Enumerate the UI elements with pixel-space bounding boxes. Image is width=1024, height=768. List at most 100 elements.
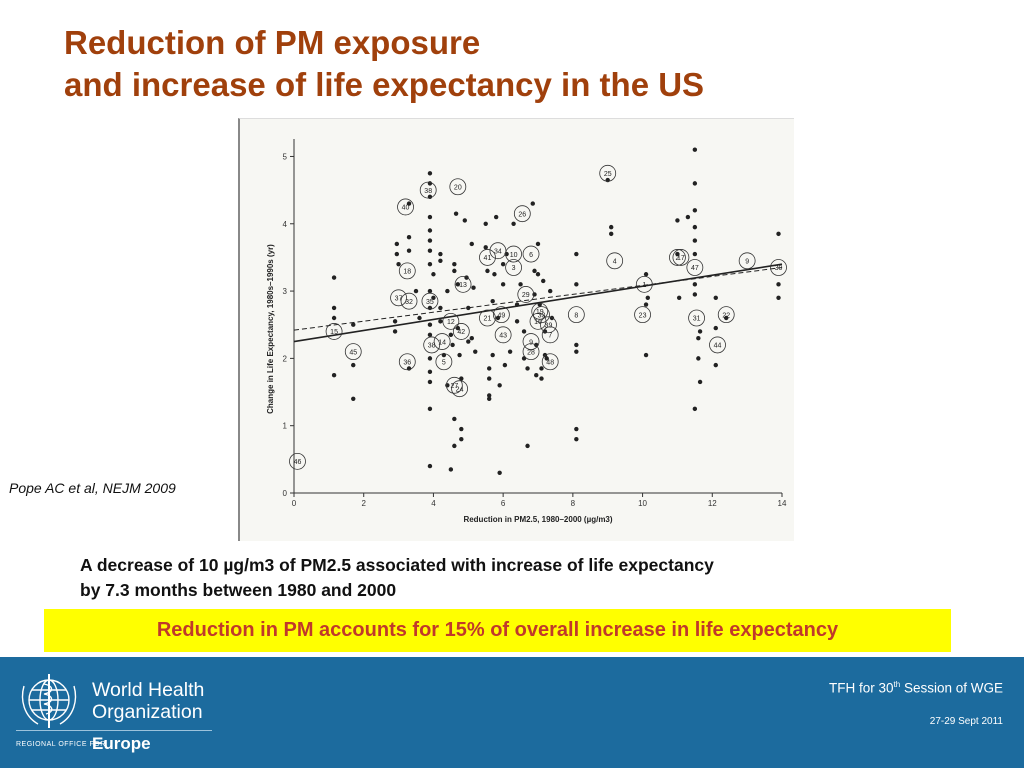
point-label: 12 bbox=[447, 319, 455, 326]
data-point bbox=[466, 339, 471, 344]
data-point bbox=[675, 218, 680, 223]
point-label: 44 bbox=[714, 343, 722, 350]
labeled-point: 19 bbox=[531, 302, 549, 320]
point-marker-circle bbox=[669, 249, 686, 266]
point-label: 18 bbox=[403, 269, 411, 276]
point-label: 32 bbox=[405, 299, 413, 306]
labeled-point: 31 bbox=[688, 309, 706, 327]
point-label: 30 bbox=[775, 265, 783, 272]
finding-text: A decrease of 10 µg/m3 of PM2.5 associat… bbox=[80, 553, 714, 603]
data-point bbox=[502, 362, 508, 368]
highlight-text: Reduction in PM accounts for 15% of over… bbox=[156, 619, 839, 641]
data-point bbox=[541, 278, 546, 284]
point-marker-circle bbox=[688, 309, 706, 327]
labeled-point: 43 bbox=[494, 326, 512, 344]
data-point bbox=[452, 416, 457, 422]
data-point bbox=[685, 214, 691, 220]
point-marker-circle bbox=[454, 275, 472, 293]
data-point bbox=[692, 208, 698, 213]
data-point bbox=[574, 436, 579, 442]
labeled-point: 33 bbox=[533, 306, 550, 324]
point-label: 48 bbox=[546, 359, 554, 366]
point-label: 17 bbox=[677, 255, 685, 262]
y-tick-label: 4 bbox=[283, 220, 288, 229]
point-marker-circle bbox=[479, 309, 496, 327]
data-point bbox=[331, 305, 337, 311]
labeled-point: 47 bbox=[686, 259, 704, 276]
data-point bbox=[450, 342, 455, 348]
point-marker-circle bbox=[398, 353, 416, 371]
data-point bbox=[549, 315, 555, 321]
point-label: 28 bbox=[527, 349, 535, 356]
data-point bbox=[487, 366, 492, 371]
labeled-point: 46 bbox=[289, 452, 306, 470]
data-point bbox=[459, 436, 464, 442]
data-point bbox=[469, 241, 474, 247]
point-marker-circle bbox=[344, 343, 362, 361]
data-point bbox=[394, 251, 400, 257]
y-tick-label: 2 bbox=[283, 354, 288, 363]
data-point bbox=[692, 282, 698, 287]
point-label: 47 bbox=[691, 265, 699, 272]
data-point bbox=[696, 356, 701, 361]
labeled-point: 29 bbox=[517, 286, 535, 303]
labeled-point: 20 bbox=[449, 178, 467, 196]
point-label: 34 bbox=[494, 248, 502, 255]
labeled-point: 48 bbox=[541, 353, 559, 371]
data-point bbox=[413, 288, 419, 294]
labeled-point: 32 bbox=[400, 292, 418, 310]
point-label: 21 bbox=[484, 316, 492, 323]
point-marker-circle bbox=[634, 306, 651, 324]
data-point bbox=[643, 302, 649, 307]
data-point bbox=[692, 181, 698, 186]
region-label: Europe bbox=[92, 734, 151, 753]
data-point bbox=[525, 443, 530, 449]
data-point bbox=[692, 406, 698, 412]
data-point bbox=[500, 282, 506, 287]
title-line-2: and increase of life expectancy in the U… bbox=[64, 66, 705, 103]
point-label: 26 bbox=[518, 211, 526, 218]
data-point bbox=[427, 332, 433, 338]
who-name-line-1: World Health bbox=[92, 679, 205, 701]
y-tick-label: 0 bbox=[283, 489, 288, 498]
x-tick-label: 14 bbox=[778, 499, 787, 508]
point-marker-circle bbox=[397, 198, 414, 216]
data-point bbox=[331, 315, 337, 321]
event-prefix: TFH for 30 bbox=[829, 680, 894, 696]
labeled-point: 2 bbox=[669, 249, 686, 266]
point-label: 42 bbox=[457, 329, 465, 336]
point-marker-circle bbox=[449, 178, 467, 196]
point-marker-circle bbox=[390, 289, 407, 307]
data-point bbox=[511, 221, 516, 226]
point-label: 1 bbox=[642, 282, 646, 289]
point-marker-circle bbox=[398, 262, 416, 280]
event-suffix: Session of WGE bbox=[900, 680, 1003, 696]
labeled-point: 42 bbox=[452, 323, 470, 340]
point-label: 29 bbox=[522, 292, 530, 299]
labeled-point: 17 bbox=[672, 249, 690, 266]
data-point bbox=[530, 201, 535, 206]
point-label: 22 bbox=[722, 312, 730, 319]
point-marker-circle bbox=[717, 306, 735, 324]
data-point bbox=[448, 332, 454, 338]
point-label: 46 bbox=[294, 459, 302, 466]
data-point bbox=[539, 366, 544, 371]
labeled-point: 25 bbox=[599, 164, 617, 182]
data-point bbox=[427, 379, 433, 385]
point-marker-circle bbox=[541, 353, 559, 371]
data-point bbox=[483, 245, 488, 250]
data-points bbox=[331, 147, 781, 476]
event-superscript: th bbox=[893, 680, 901, 689]
labeled-point: 23 bbox=[634, 306, 651, 324]
point-label: 5 bbox=[442, 359, 446, 366]
data-point bbox=[487, 393, 492, 398]
point-marker-circle bbox=[531, 302, 549, 320]
labeled-point: 39 bbox=[540, 316, 557, 334]
data-point bbox=[532, 268, 537, 274]
point-label: 24 bbox=[456, 386, 464, 393]
data-point bbox=[609, 224, 614, 230]
point-label: 38 bbox=[428, 343, 436, 350]
data-point bbox=[544, 356, 549, 361]
data-point bbox=[452, 261, 457, 267]
point-label: 9 bbox=[745, 258, 749, 265]
